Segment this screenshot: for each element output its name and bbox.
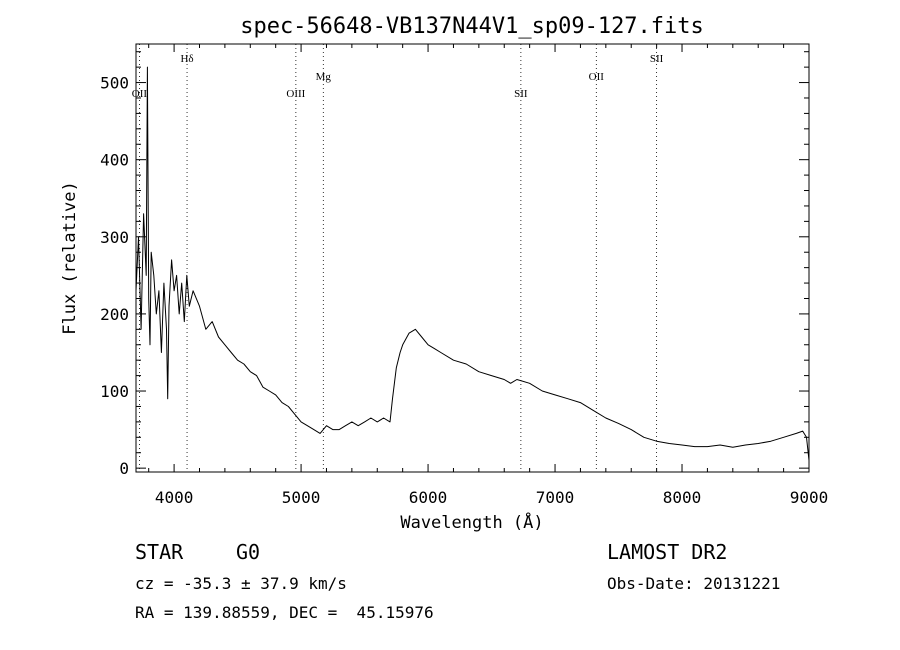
y-tick-label: 200 [100, 305, 129, 324]
line-marker-label: SII [650, 53, 664, 65]
chart-title: spec-56648-VB137N44V1_sp09-127.fits [240, 14, 704, 39]
survey-name: LAMOST DR2 [607, 540, 728, 564]
x-axis-label: Wavelength (Å) [400, 511, 543, 533]
x-tick-label: 9000 [790, 488, 829, 507]
redshift-cz: cz = -35.3 ± 37.9 km/s [135, 574, 347, 593]
x-tick-label: 5000 [282, 488, 321, 507]
plot-frame [135, 43, 810, 473]
line-marker-label: OIII [286, 88, 305, 100]
x-tick-label: 6000 [409, 488, 448, 507]
series-group [135, 66, 810, 461]
line-marker-label: SII [514, 88, 528, 100]
y-tick-label: 400 [100, 151, 129, 170]
y-axis-ticks: 0 100 200 300 400 500 [100, 51, 809, 478]
coordinates: RA = 139.88559, DEC = 45.15976 [135, 603, 434, 622]
y-tick-label: 100 [100, 382, 129, 401]
y-tick-label: 500 [100, 74, 129, 93]
object-type: STAR [135, 540, 184, 564]
object-subclass: G0 [236, 540, 261, 564]
line-marker-label: Hδ [180, 53, 193, 65]
spectrum-line-0 [135, 66, 810, 461]
x-tick-label: 4000 [155, 488, 194, 507]
y-tick-label: 300 [100, 228, 129, 247]
x-axis-ticks: 4000 5000 6000 7000 8000 9000 [148, 44, 829, 507]
x-tick-label: 8000 [663, 488, 702, 507]
line-marker-label: OII [589, 71, 605, 83]
y-axis-label: Flux (relative) [60, 181, 80, 335]
observation-date: Obs-Date: 20131221 [607, 574, 781, 593]
x-tick-label: 7000 [536, 488, 575, 507]
line-marker-label: Mg [316, 71, 332, 83]
y-tick-label: 0 [119, 459, 129, 478]
